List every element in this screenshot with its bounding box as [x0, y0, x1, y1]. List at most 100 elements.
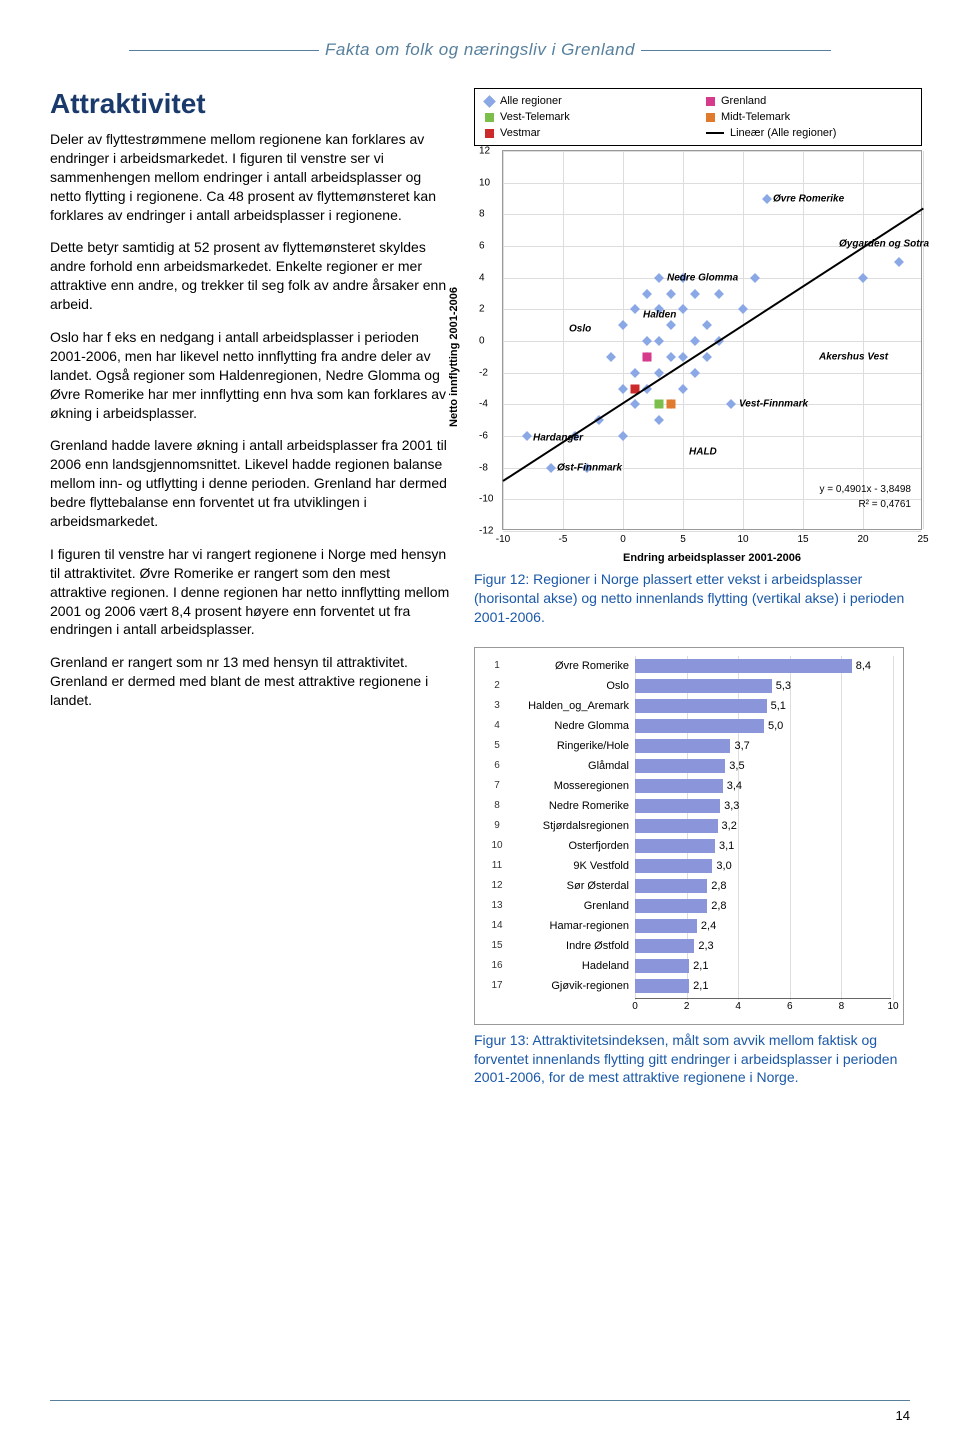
scatter-chart: Netto innflytting 2001-2006 -12-10-8-6-4… [474, 150, 922, 564]
scatter-point [630, 399, 640, 409]
scatter-highlight [655, 400, 664, 409]
bar-rank: 15 [487, 940, 507, 951]
trend-r2: R² = 0,4761 [858, 499, 911, 510]
bar-value: 3,1 [715, 839, 734, 853]
bar-value: 3,4 [723, 779, 742, 793]
para-2: Dette betyr samtidig at 52 prosent av fl… [50, 238, 450, 314]
bar-fill [635, 779, 723, 793]
bar-fill [635, 919, 697, 933]
figure-13-caption: Figur 13: Attraktivitetsindeksen, målt s… [474, 1031, 922, 1088]
scatter-point [606, 352, 616, 362]
scatter-point [702, 352, 712, 362]
bar-rank: 13 [487, 900, 507, 911]
bar-rank: 2 [487, 680, 507, 691]
scatter-point [654, 273, 664, 283]
scatter-point [546, 463, 556, 473]
scatter-point [894, 257, 904, 267]
bar-fill [635, 899, 707, 913]
bar-name: Hamar-regionen [507, 920, 635, 932]
bar-row: 10Osterfjorden3,1 [487, 836, 891, 856]
scatter-point [522, 431, 532, 441]
bar-fill [635, 759, 725, 773]
bar-rank: 3 [487, 700, 507, 711]
trend-formula: y = 0,4901x - 3,8498 [820, 484, 911, 495]
bar-name: Gjøvik-regionen [507, 980, 635, 992]
scatter-point [714, 289, 724, 299]
bar-fill [635, 839, 715, 853]
legend-item: Midt-Telemark [706, 111, 911, 123]
bar-row: 119K Vestfold3,0 [487, 856, 891, 876]
bar-value: 3,0 [712, 859, 731, 873]
bar-row: 1Øvre Romerike8,4 [487, 656, 891, 676]
bar-rank: 17 [487, 980, 507, 991]
bar-row: 16Hadeland2,1 [487, 956, 891, 976]
bar-name: Nedre Romerike [507, 800, 635, 812]
bar-rank: 9 [487, 820, 507, 831]
para-6: Grenland er rangert som nr 13 med hensyn… [50, 653, 450, 710]
bar-row: 3Halden_og_Aremark5,1 [487, 696, 891, 716]
bar-fill [635, 819, 718, 833]
scatter-point [666, 320, 676, 330]
bar-name: Mosseregionen [507, 780, 635, 792]
bar-value: 3,3 [720, 799, 739, 813]
bar-fill [635, 699, 767, 713]
bar-value: 5,1 [767, 699, 786, 713]
bar-name: 9K Vestfold [507, 860, 635, 872]
scatter-label: Øvre Romerike [773, 193, 844, 204]
bar-rank: 1 [487, 660, 507, 671]
scatter-point [654, 415, 664, 425]
x-axis-label: Endring arbeidsplasser 2001-2006 [502, 552, 922, 564]
bar-rank: 12 [487, 880, 507, 891]
bar-row: 8Nedre Romerike3,3 [487, 796, 891, 816]
bar-fill [635, 739, 730, 753]
bar-x-axis: 0246810 [635, 998, 891, 1016]
scatter-point [630, 304, 640, 314]
bar-fill [635, 859, 712, 873]
bar-row: 9Stjørdalsregionen3,2 [487, 816, 891, 836]
y-axis-label: Netto innflytting 2001-2006 [448, 287, 460, 427]
bar-value: 2,1 [689, 959, 708, 973]
bar-row: 6Glåmdal3,5 [487, 756, 891, 776]
bar-row: 5Ringerike/Hole3,7 [487, 736, 891, 756]
para-5: I figuren til venstre har vi rangert reg… [50, 545, 450, 639]
scatter-point [642, 336, 652, 346]
bar-fill [635, 679, 772, 693]
bar-row: 7Mosseregionen3,4 [487, 776, 891, 796]
bar-value: 5,0 [764, 719, 783, 733]
legend-item: Vestmar [485, 127, 690, 139]
bar-name: Sør Østerdal [507, 880, 635, 892]
scatter-label: Oslo [569, 324, 591, 335]
bar-row: 14Hamar-regionen2,4 [487, 916, 891, 936]
scatter-label: HALD [689, 446, 717, 457]
bar-fill [635, 659, 852, 673]
legend-item: Lineær (Alle regioner) [706, 127, 911, 139]
scatter-point [666, 289, 676, 299]
para-4: Grenland hadde lavere økning i antall ar… [50, 436, 450, 530]
charts-column: Alle regioner Grenland Vest-Telemark Midt-T… [474, 88, 922, 1087]
bar-value: 3,5 [725, 759, 744, 773]
legend-item: Grenland [706, 95, 911, 107]
bar-rank: 16 [487, 960, 507, 971]
bar-value: 3,7 [730, 739, 749, 753]
legend-item: Vest-Telemark [485, 111, 690, 123]
bar-value: 2,1 [689, 979, 708, 993]
scatter-point [618, 320, 628, 330]
bar-row: 4Nedre Glomma5,0 [487, 716, 891, 736]
scatter-label: Halden [643, 310, 676, 321]
bar-fill [635, 799, 720, 813]
page-number: 14 [896, 1408, 910, 1423]
bar-name: Osterfjorden [507, 840, 635, 852]
legend-item: Alle regioner [485, 95, 690, 107]
bar-row: 17Gjøvik-regionen 2,1 [487, 976, 891, 996]
scatter-label: Øygarden og Sotra [839, 238, 929, 249]
bar-rank: 4 [487, 720, 507, 731]
bar-fill [635, 979, 689, 993]
scatter-point [726, 399, 736, 409]
bar-fill [635, 719, 764, 733]
scatter-point [618, 431, 628, 441]
bar-rank: 14 [487, 920, 507, 931]
bar-value: 2,3 [694, 939, 713, 953]
scatter-legend: Alle regioner Grenland Vest-Telemark Midt-T… [474, 88, 922, 146]
scatter-point [678, 304, 688, 314]
bar-fill [635, 879, 707, 893]
